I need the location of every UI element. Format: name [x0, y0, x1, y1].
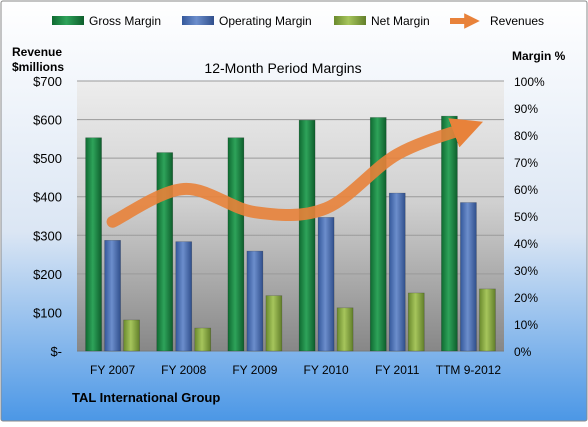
bar-net-margin-fy-2011	[407, 292, 425, 352]
right-tick-label: 20%	[514, 291, 538, 305]
left-tick-label: $600	[33, 113, 62, 128]
legend-label-revenues: Revenues	[490, 14, 544, 28]
right-tick-label: 80%	[514, 129, 538, 143]
x-tick-label: FY 2010	[304, 363, 349, 377]
right-tick-label: 90%	[514, 102, 538, 116]
bar-operating-margin-fy-2009	[246, 250, 264, 352]
revenue-line	[106, 118, 484, 228]
legend-label-operating-margin: Operating Margin	[219, 14, 312, 28]
bar-operating-margin-ttm-9-2012	[460, 202, 477, 352]
revenue-line-layer	[106, 118, 484, 228]
left-tick-label: $500	[33, 151, 62, 166]
legend-swatch-gross-margin	[52, 16, 84, 25]
right-axis-title: Margin %	[512, 49, 566, 63]
x-axis-ticks: FY 2007 FY 2008 FY 2009 FY 2010 FY 2011 TTM 9…	[90, 363, 501, 377]
right-tick-label: 100%	[514, 75, 545, 89]
left-tick-label: $100	[33, 305, 62, 320]
right-tick-label: 50%	[514, 210, 538, 224]
x-tick-label: FY 2007	[90, 363, 135, 377]
x-tick-label: FY 2008	[161, 363, 206, 377]
x-tick-label: TTM 9-2012	[436, 363, 502, 377]
bar-net-margin-ttm-9-2012	[479, 288, 496, 352]
left-tick-label: $400	[33, 190, 62, 205]
bar-net-margin-fy-2007	[123, 319, 140, 352]
bar-net-margin-fy-2009	[265, 295, 283, 352]
left-tick-label: $300	[33, 228, 62, 243]
legend-swatch-operating-margin	[182, 16, 214, 25]
legend-label-net-margin: Net Margin	[371, 14, 430, 28]
legend: Gross Margin Operating Margin Net Margin…	[52, 13, 544, 29]
right-tick-label: 60%	[514, 183, 538, 197]
gridlines	[77, 80, 504, 352]
right-tick-label: 0%	[514, 345, 532, 359]
right-tick-label: 30%	[514, 264, 538, 278]
bar-net-margin-fy-2008	[194, 327, 212, 352]
left-tick-label: $200	[33, 267, 62, 282]
x-tick-label: FY 2011	[375, 363, 420, 377]
left-axis-title-line2: $millions	[12, 60, 64, 74]
right-axis-ticks: 0% 10% 20% 30% 40% 50% 60% 70% 80% 90% 100%	[514, 75, 545, 359]
left-axis-ticks: $- $100 $200 $300 $400 $500 $600 $700	[33, 74, 62, 359]
bar-gross-margin-fy-2009	[227, 137, 245, 352]
bar-gross-margin-ttm-9-2012	[441, 115, 458, 352]
legend-swatch-net-margin	[334, 16, 366, 25]
bar-gross-margin-fy-2007	[85, 137, 102, 352]
left-tick-label: $700	[33, 74, 62, 89]
bar-net-margin-fy-2010	[336, 307, 354, 352]
left-tick-label: $-	[50, 344, 62, 359]
bar-gross-margin-fy-2008	[156, 152, 174, 352]
bar-gross-margin-fy-2010	[298, 119, 316, 352]
bar-operating-margin-fy-2008	[175, 241, 193, 352]
bar-gross-margin-fy-2011	[369, 117, 387, 352]
x-tick-label: FY 2009	[232, 363, 277, 377]
legend-label-gross-margin: Gross Margin	[89, 14, 161, 28]
chart-title: 12-Month Period Margins	[204, 60, 361, 76]
right-tick-label: 10%	[514, 318, 538, 332]
right-tick-label: 70%	[514, 156, 538, 170]
bar-operating-margin-fy-2010	[317, 217, 335, 352]
left-axis-title-line1: Revenue	[12, 45, 62, 59]
bar-operating-margin-fy-2007	[104, 240, 121, 352]
bar-operating-margin-fy-2011	[388, 192, 406, 352]
right-tick-label: 40%	[514, 237, 538, 251]
footer-label: TAL International Group	[72, 390, 220, 405]
